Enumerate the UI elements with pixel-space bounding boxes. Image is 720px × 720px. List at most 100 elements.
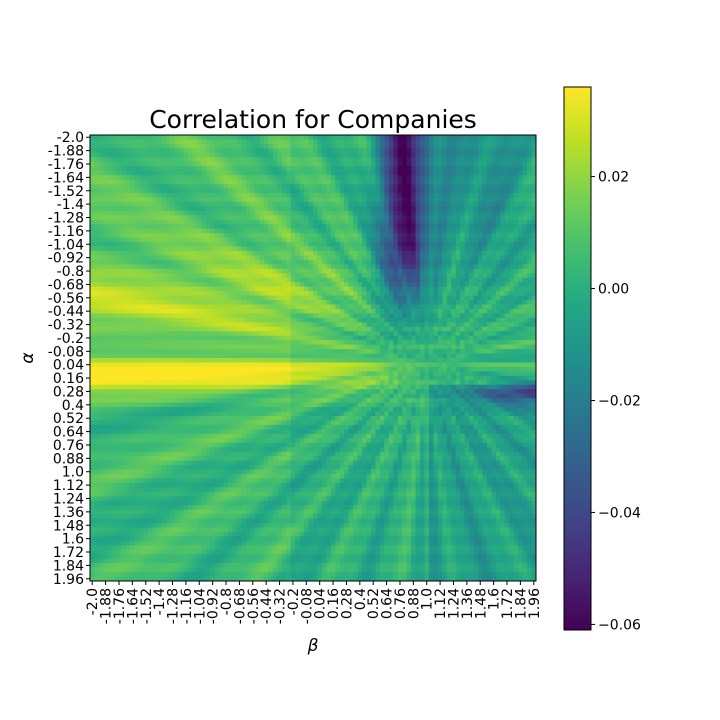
heatmap-cell [170,313,175,318]
heatmap-cell [335,202,340,207]
heatmap-cell [161,166,166,171]
heatmap-cell [126,345,131,350]
heatmap-cell [478,135,483,140]
heatmap-cell [273,206,278,211]
heatmap-cell [505,300,510,305]
heatmap-cell [375,215,380,220]
heatmap-cell [268,171,273,176]
heatmap-cell [121,148,126,153]
heatmap-cell [367,255,372,260]
heatmap-cell [121,349,126,354]
heatmap-cell [491,153,496,158]
heatmap-cell [273,291,278,296]
heatmap-cell [358,238,363,243]
heatmap-cell [228,233,233,238]
heatmap-cell [112,282,117,287]
heatmap-cell [202,260,207,265]
heatmap-cell [491,193,496,198]
heatmap-cell [375,157,380,162]
heatmap-cell [291,224,296,229]
heatmap-cell [99,340,104,345]
heatmap-cell [295,157,300,162]
heatmap-cell [433,148,438,153]
heatmap-cell [103,296,108,301]
heatmap-cell [416,242,421,247]
heatmap-cell [193,242,198,247]
heatmap-cell [523,135,528,140]
heatmap-cell [375,193,380,198]
heatmap-cell [228,135,233,140]
heatmap-cell [465,135,470,140]
heatmap-cell [398,313,403,318]
heatmap-cell [358,242,363,247]
heatmap-cell [482,296,487,301]
heatmap-cell [215,260,220,265]
heatmap-cell [121,224,126,229]
heatmap-cell [219,304,224,309]
heatmap-cell [447,166,452,171]
heatmap-cell [215,148,220,153]
heatmap-cell [130,171,135,176]
heatmap-cell [393,260,398,265]
heatmap-cell [322,322,327,327]
heatmap-cell [429,273,434,278]
heatmap-cell [157,318,162,323]
heatmap-cell [505,166,510,171]
heatmap-cell [193,153,198,158]
heatmap-cell [407,224,412,229]
heatmap-cell [380,224,385,229]
heatmap-cell [456,148,461,153]
heatmap-cell [193,340,198,345]
heatmap-cell [438,331,443,336]
heatmap-cell [326,278,331,283]
heatmap-cell [500,318,505,323]
heatmap-cell [402,296,407,301]
heatmap-cell [465,171,470,176]
heatmap-cell [108,238,113,243]
heatmap-cell [210,255,215,260]
heatmap-cell [291,233,296,238]
heatmap-cell [384,278,389,283]
heatmap-cell [126,327,131,332]
heatmap-cell [371,220,376,225]
heatmap-cell [326,197,331,202]
heatmap-cell [469,269,474,274]
heatmap-cell [188,273,193,278]
heatmap-cell [184,251,189,256]
heatmap-cell [353,251,358,256]
heatmap-cell [277,139,282,144]
heatmap-cell [469,291,474,296]
heatmap-cell [242,148,247,153]
heatmap-cell [135,171,140,176]
heatmap-cell [273,247,278,252]
heatmap-cell [322,148,327,153]
heatmap-cell [349,197,354,202]
heatmap-cell [215,238,220,243]
heatmap-cell [286,354,291,359]
heatmap-cell [362,153,367,158]
heatmap-cell [170,153,175,158]
heatmap-cell [371,313,376,318]
heatmap-cell [193,166,198,171]
heatmap-cell [300,184,305,189]
heatmap-cell [322,340,327,345]
heatmap-cell [442,336,447,341]
heatmap-cell [215,180,220,185]
heatmap-cell [478,144,483,149]
heatmap-cell [130,269,135,274]
heatmap-cell [161,309,166,314]
heatmap-cell [130,189,135,194]
heatmap-cell [259,296,264,301]
heatmap-cell [322,220,327,225]
heatmap-cell [237,148,242,153]
heatmap-cell [393,233,398,238]
heatmap-cell [188,327,193,332]
heatmap-cell [228,229,233,234]
heatmap-cell [148,273,153,278]
heatmap-cell [166,171,171,176]
heatmap-cell [103,345,108,350]
heatmap-cell [322,273,327,278]
heatmap-cell [121,354,126,359]
heatmap-cell [228,287,233,292]
heatmap-cell [99,166,104,171]
